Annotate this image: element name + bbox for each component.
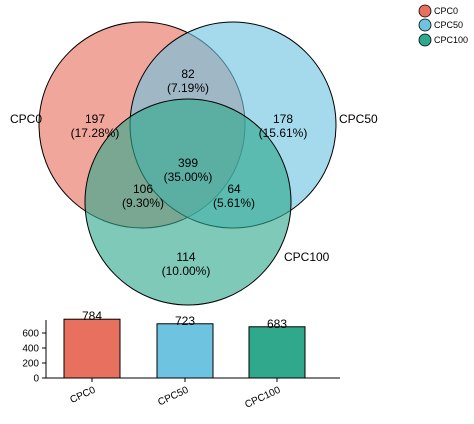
region-cpc0-cpc50: 82 (7.19%) [167, 67, 209, 95]
legend-item-cpc0: CPC0 [418, 4, 458, 18]
bar-value-label-cpc50: 723 [175, 314, 195, 328]
legend-swatch-cpc100 [418, 33, 432, 47]
y-tick-label: 0 [33, 374, 39, 385]
legend-item-cpc100: CPC100 [418, 33, 468, 47]
y-tick-label: 200 [22, 359, 39, 370]
region-all: 399 (35.00%) [164, 156, 213, 184]
region-cpc0-only-percent: (17.28%) [71, 126, 120, 140]
region-cpc50-only: 178 (15.61%) [259, 112, 308, 140]
region-all-count: 399 [178, 156, 198, 170]
bar-chart-category-labels: CPC0 CPC50 CPC100 [68, 378, 283, 411]
legend-swatch-cpc0 [418, 4, 432, 18]
legend-label-cpc100: CPC100 [434, 35, 468, 45]
region-cpc0-cpc100-count: 106 [133, 182, 153, 196]
region-cpc0-only: 197 (17.28%) [71, 112, 120, 140]
region-cpc50-cpc100-percent: (5.61%) [213, 196, 255, 210]
bar-chart-value-labels: 784 723 683 [82, 309, 287, 331]
region-cpc0-cpc50-count: 82 [181, 67, 195, 81]
bar-chart-y-ticks: 0 200 400 600 [22, 329, 46, 385]
set-label-cpc50: CPC50 [339, 112, 378, 126]
region-cpc100-only: 114 (10.00%) [162, 250, 211, 278]
region-all-percent: (35.00%) [164, 170, 213, 184]
legend-label-cpc0: CPC0 [434, 6, 458, 16]
set-label-cpc100: CPC100 [284, 250, 330, 264]
set-label-cpc0: CPC0 [10, 112, 42, 126]
bar-value-label-cpc0: 784 [82, 309, 102, 323]
bar-cpc50 [156, 323, 214, 379]
legend: CPC0 CPC50 CPC100 [418, 4, 468, 47]
venn-diagram: 197 (17.28%) 178 (15.61%) 114 (10.00%) 8… [10, 21, 378, 306]
legend-label-cpc50: CPC50 [434, 20, 463, 30]
region-cpc50-cpc100-count: 64 [227, 182, 241, 196]
bar-chart-bars [63, 318, 306, 379]
region-cpc100-only-percent: (10.00%) [162, 264, 211, 278]
bar-chart: 0 200 400 600 784 723 683 CPC0 CPC50 CPC100 [22, 309, 340, 411]
bar-value-label-cpc100: 683 [267, 317, 287, 331]
x-category-label-cpc100: CPC100 [243, 385, 282, 411]
region-cpc0-cpc100: 106 (9.30%) [122, 182, 164, 210]
region-cpc50-only-count: 178 [273, 112, 293, 126]
y-tick-label: 400 [22, 344, 39, 355]
legend-swatch-cpc50 [418, 18, 432, 32]
region-cpc0-cpc50-percent: (7.19%) [167, 81, 209, 95]
region-cpc0-cpc100-percent: (9.30%) [122, 196, 164, 210]
legend-item-cpc50: CPC50 [418, 18, 463, 32]
region-cpc50-only-percent: (15.61%) [259, 126, 308, 140]
bar-cpc0 [63, 318, 121, 379]
region-cpc0-only-count: 197 [85, 112, 105, 126]
region-cpc50-cpc100: 64 (5.61%) [213, 182, 255, 210]
y-tick-label: 600 [22, 329, 39, 340]
region-cpc100-only-count: 114 [176, 250, 195, 264]
bar-cpc100 [248, 326, 306, 379]
x-category-label-cpc50: CPC50 [156, 385, 190, 409]
venn-circle-cpc100 [84, 98, 292, 306]
x-category-label-cpc0: CPC0 [68, 385, 97, 406]
